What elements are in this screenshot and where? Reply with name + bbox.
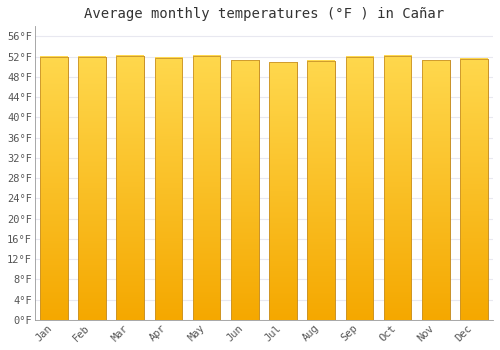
Bar — [154, 58, 182, 320]
Bar — [78, 57, 106, 320]
Bar — [78, 57, 106, 320]
Bar — [116, 56, 144, 320]
Bar — [193, 56, 220, 320]
Bar — [460, 59, 487, 320]
Bar — [116, 56, 144, 320]
Bar — [40, 57, 68, 320]
Bar — [269, 62, 296, 320]
Bar — [422, 60, 450, 320]
Bar — [231, 60, 258, 320]
Bar — [384, 56, 411, 320]
Bar — [308, 61, 335, 320]
Bar — [422, 60, 450, 320]
Bar — [384, 56, 411, 320]
Bar — [154, 58, 182, 320]
Bar — [346, 57, 373, 320]
Bar — [346, 57, 373, 320]
Bar — [308, 61, 335, 320]
Bar — [40, 57, 68, 320]
Bar — [460, 59, 487, 320]
Bar — [193, 56, 220, 320]
Bar — [231, 60, 258, 320]
Bar — [269, 62, 296, 320]
Title: Average monthly temperatures (°F ) in Cañar: Average monthly temperatures (°F ) in Ca… — [84, 7, 444, 21]
